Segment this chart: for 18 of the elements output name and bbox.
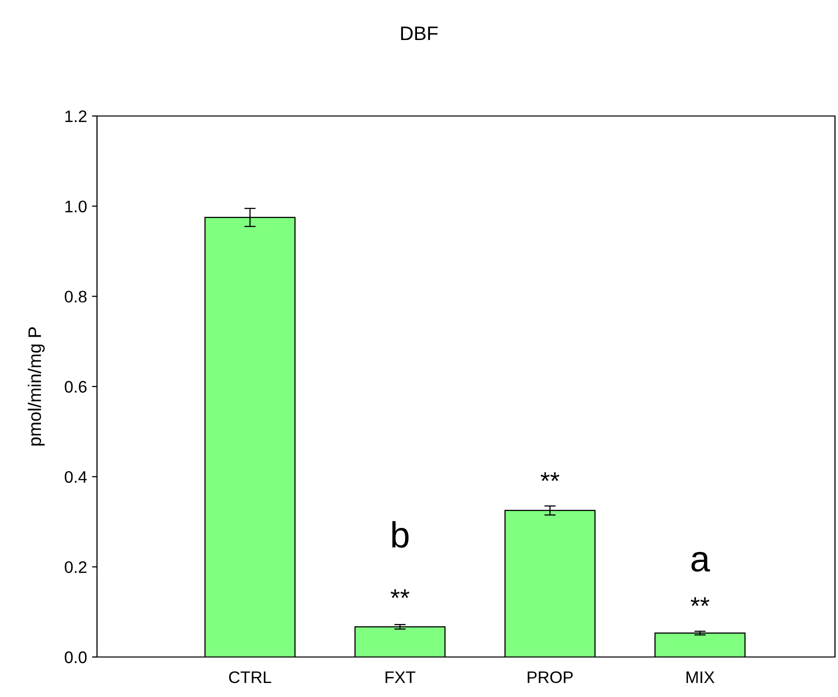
annotation: b <box>392 521 409 548</box>
y-tick-label: 0.4 <box>64 471 87 483</box>
annotation: ** <box>540 472 560 482</box>
annotation: ** <box>690 597 710 606</box>
annotation: ** <box>390 589 410 598</box>
y-tick-label: 0.0 <box>64 651 87 664</box>
y-tick-label: 0.2 <box>64 561 86 574</box>
x-tick-label: MIX <box>686 672 714 683</box>
x-tick-label: CTRL <box>229 671 272 684</box>
y-tick-label: 1.2 <box>65 110 86 122</box>
y-tick-label: 0.6 <box>64 380 87 393</box>
x-tick-label: PROP <box>528 671 573 684</box>
chart-title: DBF <box>401 26 438 40</box>
x-tick-label: FXT <box>386 672 416 683</box>
y-tick-label: 0.8 <box>64 290 87 303</box>
y-axis-title: pmol/min/mg P <box>28 327 45 446</box>
annotation: a <box>691 552 710 572</box>
y-tick-label: 1.0 <box>65 200 87 212</box>
